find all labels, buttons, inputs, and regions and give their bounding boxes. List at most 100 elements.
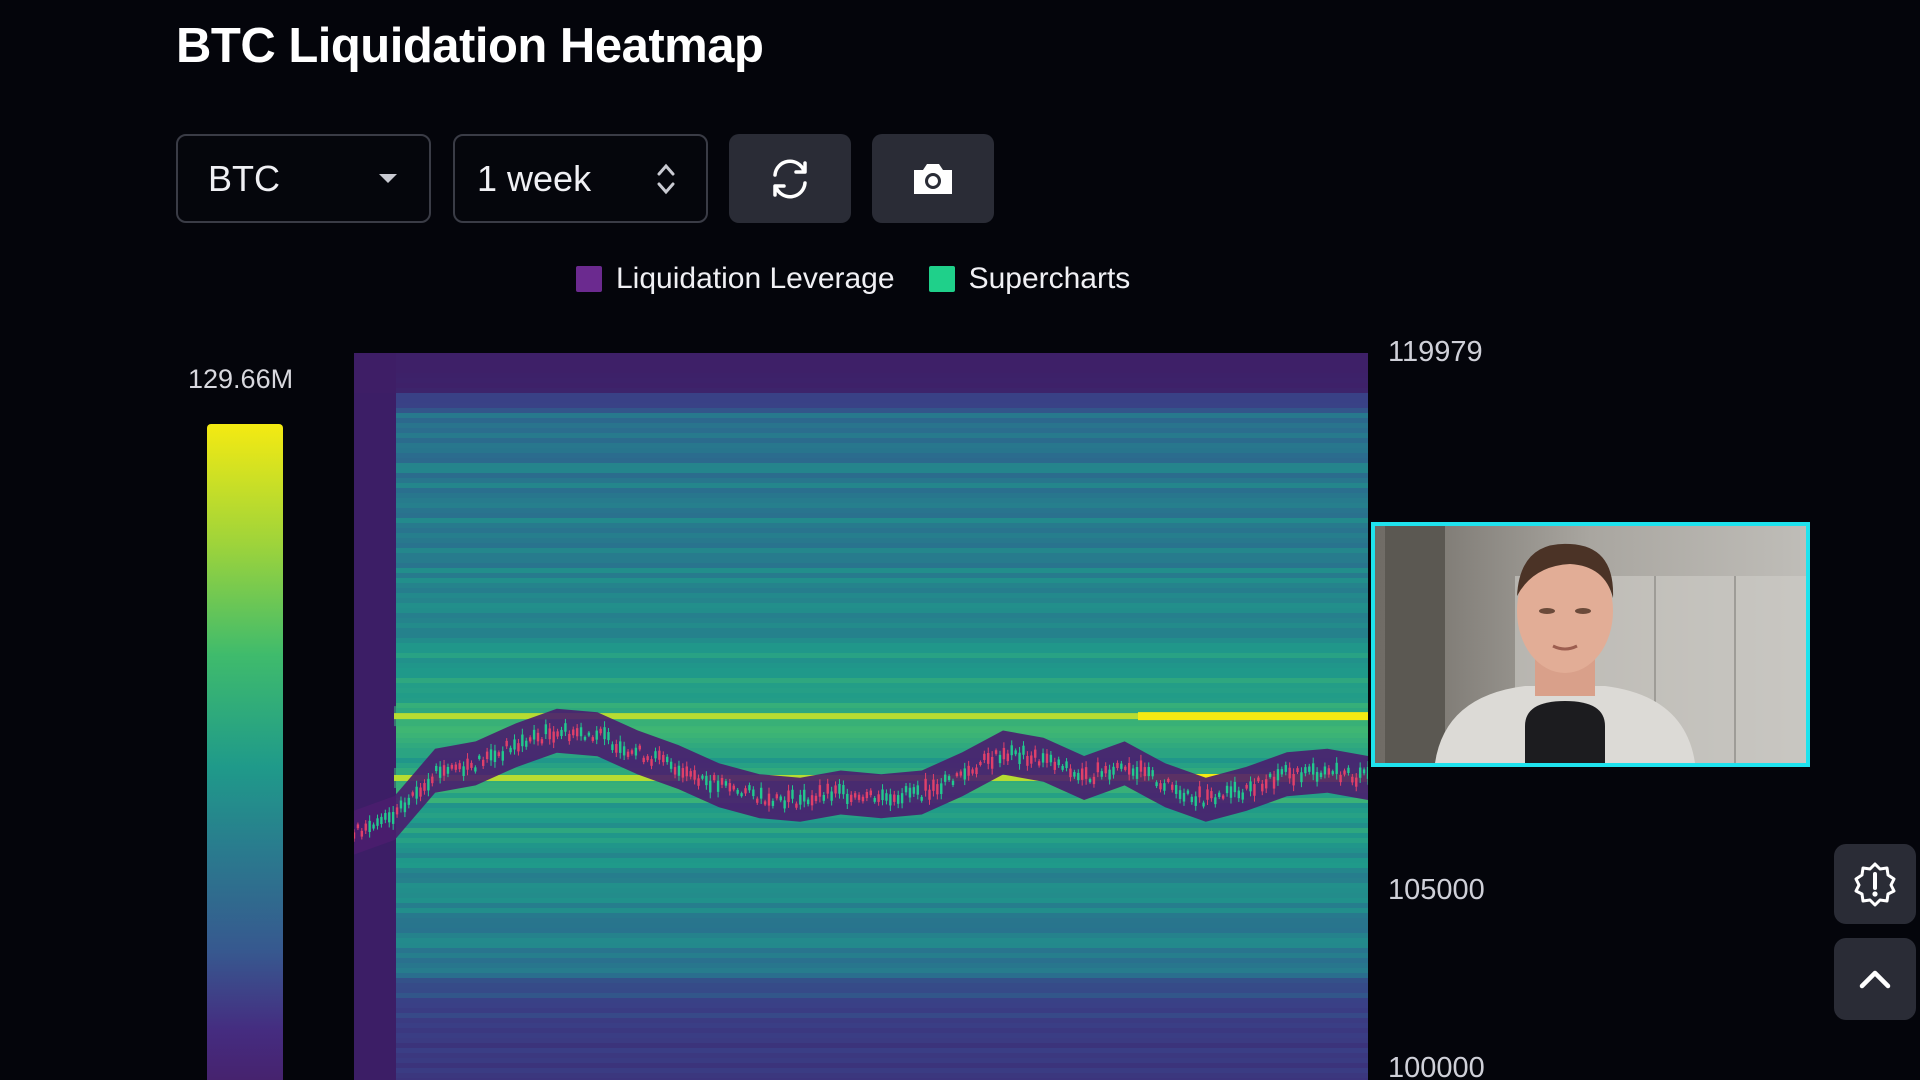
candle-body xyxy=(446,767,450,774)
candle-body xyxy=(485,751,489,760)
candle-body xyxy=(1100,771,1103,777)
candle-body xyxy=(736,789,739,794)
candle-body xyxy=(1331,771,1334,775)
y-tick-label: 105000 xyxy=(1388,874,1485,906)
candle-body xyxy=(1057,759,1060,766)
heatmap-row xyxy=(394,1003,1368,1008)
range-select[interactable]: 1 week xyxy=(453,134,708,223)
candle-body xyxy=(427,778,430,791)
candle-body xyxy=(1143,767,1147,777)
heatmap-row xyxy=(394,498,1368,503)
candle-body xyxy=(1147,766,1150,777)
heatmap-row xyxy=(394,493,1368,498)
candle-body xyxy=(681,768,685,778)
heatmap-top-fade xyxy=(354,353,1368,393)
heatmap-row xyxy=(394,823,1368,828)
candle-body xyxy=(1253,784,1256,796)
heatmap-row xyxy=(394,583,1368,588)
candle-body xyxy=(846,793,849,804)
heatmap-row xyxy=(394,623,1368,628)
liquidation-heatmap[interactable] xyxy=(354,353,1368,1080)
scroll-to-top-button[interactable] xyxy=(1834,938,1916,1020)
heatmap-row xyxy=(394,633,1368,638)
candle-body xyxy=(658,750,661,760)
candle-body xyxy=(1073,772,1076,777)
candle-body xyxy=(904,786,908,793)
heatmap-row xyxy=(394,853,1368,858)
candle-body xyxy=(615,744,618,753)
candle-body xyxy=(1045,753,1049,763)
heatmap-row xyxy=(394,983,1368,988)
candle-body xyxy=(470,762,473,768)
candle-body xyxy=(779,796,782,801)
candle-body xyxy=(967,765,970,776)
candle-body xyxy=(1077,772,1080,781)
heatmap-row xyxy=(394,1023,1368,1028)
candle-body xyxy=(1159,783,1162,790)
candle-body xyxy=(1280,769,1284,775)
candle-body xyxy=(1030,755,1033,764)
candle-body xyxy=(1155,782,1158,787)
heatmap-row xyxy=(394,678,1368,683)
candle-body xyxy=(987,752,990,764)
candle-body xyxy=(654,751,657,759)
candle-body xyxy=(877,794,880,802)
heatmap-row xyxy=(394,1038,1368,1043)
symbol-select-value: BTC xyxy=(208,157,280,199)
candle-body xyxy=(376,818,379,826)
candle-body xyxy=(619,741,622,753)
heatmap-row xyxy=(394,638,1368,643)
candle-body xyxy=(881,789,884,801)
heatmap-row xyxy=(394,538,1368,543)
heatmap-row xyxy=(394,663,1368,668)
candle-body xyxy=(1311,763,1315,775)
candle-body xyxy=(1249,781,1252,792)
candle-body xyxy=(493,750,497,763)
candle-body xyxy=(1229,786,1233,798)
heatmap-row xyxy=(394,963,1368,968)
candle-body xyxy=(924,778,927,791)
candle-body xyxy=(826,783,829,794)
candle-body xyxy=(1296,768,1299,773)
heatmap-row xyxy=(394,483,1368,488)
candle-body xyxy=(1139,760,1143,772)
refresh-button[interactable] xyxy=(729,134,851,223)
heatmap-row xyxy=(394,703,1368,708)
candle-body xyxy=(893,794,896,802)
candle-body xyxy=(1218,792,1221,797)
candle-body xyxy=(896,795,900,804)
candle-body xyxy=(838,783,841,794)
candle-body xyxy=(583,736,587,740)
candle-body xyxy=(591,737,595,741)
y-tick-label: 119979 xyxy=(1388,336,1483,368)
candle-body xyxy=(525,740,528,747)
feedback-button[interactable] xyxy=(1834,844,1916,924)
candle-body xyxy=(885,793,888,801)
candle-body xyxy=(1292,774,1295,786)
candle-body xyxy=(763,801,767,805)
heatmap-row xyxy=(394,688,1368,693)
candle-body xyxy=(803,789,806,802)
heatmap-row xyxy=(394,1048,1368,1053)
snapshot-button[interactable] xyxy=(872,134,994,223)
heatmap-row xyxy=(394,593,1368,598)
candle-body xyxy=(724,781,728,786)
symbol-select[interactable]: BTC xyxy=(176,134,431,223)
legend-item-supercharts[interactable]: Supercharts xyxy=(928,262,1130,296)
candle-body xyxy=(1194,796,1197,806)
candle-body xyxy=(532,729,536,740)
candle-body xyxy=(1104,765,1107,774)
candle-body xyxy=(990,756,994,769)
heatmap-row xyxy=(394,893,1368,898)
legend-item-liquidation-leverage[interactable]: Liquidation Leverage xyxy=(576,262,895,296)
candle-body xyxy=(611,744,614,751)
heatmap-row xyxy=(394,578,1368,583)
heatmap-row xyxy=(394,948,1368,953)
candle-body xyxy=(560,729,563,737)
candle-body xyxy=(959,771,963,776)
candle-body xyxy=(940,783,943,794)
candle-body xyxy=(756,798,759,803)
heatmap-row xyxy=(394,883,1368,888)
heatmap-row xyxy=(394,528,1368,533)
heatmap-row xyxy=(394,738,1368,743)
